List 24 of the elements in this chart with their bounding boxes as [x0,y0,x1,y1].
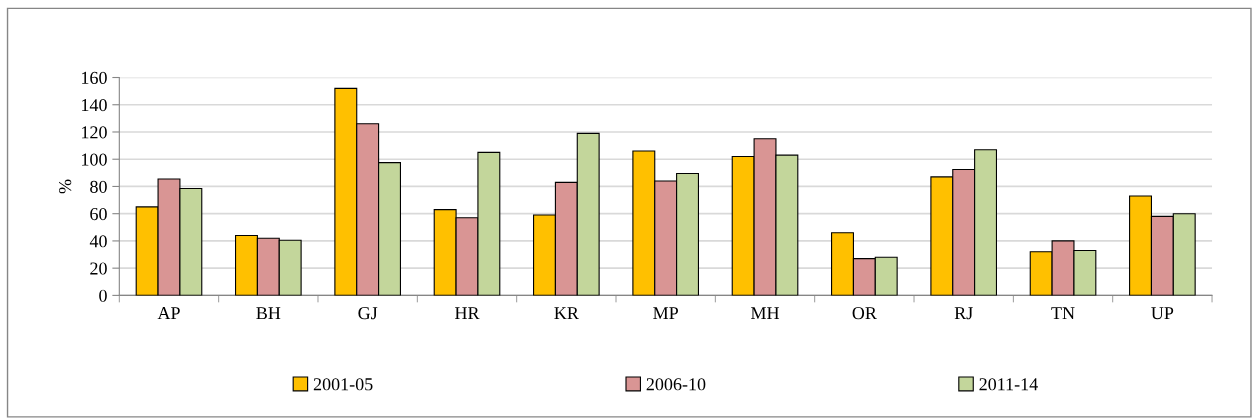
x-tick-label: HR [454,307,480,320]
x-tick-label: TN [1051,307,1075,320]
legend-label: 2011-14 [979,378,1038,391]
y-axis-title: % [59,179,72,194]
x-tick-label: MH [750,307,780,320]
y-tick-label: 20 [90,262,107,275]
x-tick-label: OR [852,307,877,320]
x-tick-label: UP [1151,307,1174,320]
x-tick-label: GJ [358,307,378,320]
y-tick-label: 60 [90,207,107,221]
x-tick-label: BH [256,307,281,320]
x-tick-label: RJ [954,307,973,320]
y-tick-label: 0 [99,289,107,302]
y-tick-label: 140 [82,99,107,112]
y-tick-label: 120 [82,126,107,139]
y-tick-label: 160 [82,71,107,84]
x-tick-label: MP [653,307,678,320]
y-tick-label: 80 [90,180,107,193]
y-tick-label: 40 [89,235,107,248]
x-tick-label: KR [554,307,579,320]
legend-label: 2001-05 [313,378,373,391]
legend-label: 2006-10 [646,378,706,391]
y-tick-label: 100 [82,153,107,166]
x-tick-label: AP [157,307,180,320]
